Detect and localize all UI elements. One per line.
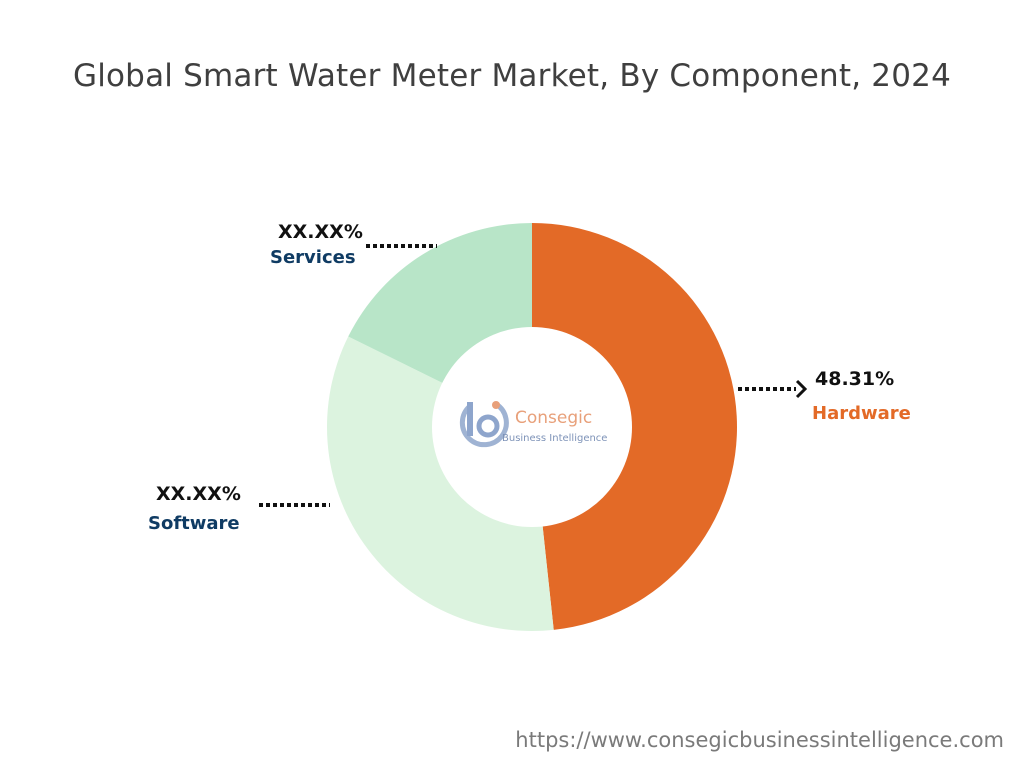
hardware-arrow-icon <box>795 379 808 399</box>
services-percent: XX.XX% <box>278 221 363 243</box>
logo-tagline: Business Intelligence <box>502 433 607 444</box>
logo-ring-icon <box>459 401 509 448</box>
hardware-label: Hardware <box>812 403 911 424</box>
services-label: Services <box>270 247 356 268</box>
software-percent: XX.XX% <box>156 483 241 505</box>
slice-hardware <box>532 223 738 630</box>
logo-bar-icon <box>467 402 473 436</box>
logo-dot-icon <box>492 401 500 409</box>
hardware-percent: 48.31% <box>815 368 894 390</box>
donut-hole <box>432 327 632 527</box>
logo-b-icon <box>476 414 500 438</box>
source-url[interactable]: https://www.consegicbusinessintelligence… <box>515 728 1004 752</box>
consegic-logo: Consegic Business Intelligence <box>459 401 607 448</box>
logo-name: Consegic <box>515 408 592 428</box>
chart-title: Global Smart Water Meter Market, By Comp… <box>72 58 952 94</box>
software-label: Software <box>148 513 240 534</box>
